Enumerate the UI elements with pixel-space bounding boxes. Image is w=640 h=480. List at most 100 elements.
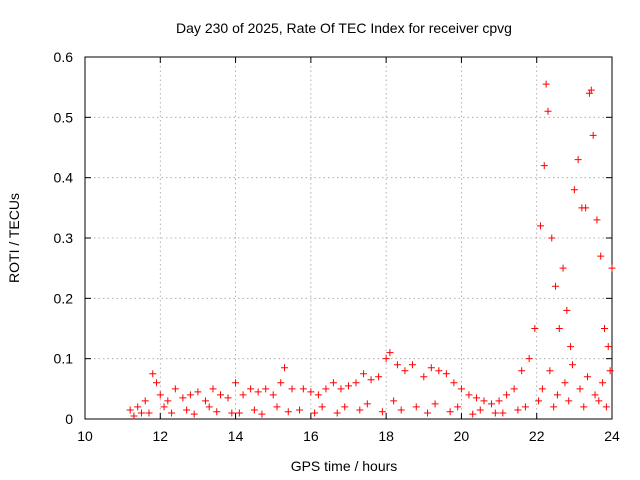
data-point (585, 89, 593, 97)
data-point (599, 379, 607, 387)
x-axis: 10 12 14 16 18 20 22 24 (77, 57, 620, 444)
data-point (360, 370, 368, 378)
data-point (600, 325, 608, 332)
data-point (544, 107, 552, 115)
data-point (247, 385, 255, 393)
data-point (606, 367, 614, 375)
data-point (608, 264, 616, 272)
data-point (503, 391, 511, 399)
data-point (141, 397, 149, 405)
data-point (228, 409, 236, 417)
data-point (194, 388, 202, 396)
data-point (232, 379, 240, 387)
data-point (258, 410, 266, 418)
y-tick-label: 0.6 (54, 49, 74, 65)
data-point (553, 391, 561, 399)
data-point (168, 409, 176, 417)
data-point (235, 409, 243, 417)
x-axis-label: GPS time / hours (291, 458, 398, 474)
data-point (190, 410, 198, 418)
data-point (393, 361, 401, 369)
data-point (536, 222, 544, 230)
y-tick-label: 0.1 (54, 351, 74, 367)
data-point (296, 406, 304, 414)
data-point (262, 385, 270, 393)
data-point (183, 406, 191, 414)
data-point (420, 373, 428, 381)
data-point (153, 379, 161, 387)
data-point (137, 409, 145, 417)
y-axis: 0 0.1 0.2 0.3 0.4 0.5 0.6 (54, 49, 612, 427)
y-tick-label: 0.5 (54, 109, 74, 125)
data-point (378, 408, 386, 416)
y-tick-label: 0.4 (54, 170, 74, 186)
data-point (568, 361, 576, 369)
data-point (576, 385, 584, 393)
x-tick-label: 24 (604, 428, 620, 444)
data-point (390, 397, 398, 405)
data-point (201, 397, 209, 405)
data-point (488, 400, 496, 408)
data-point (584, 373, 592, 381)
data-point (595, 397, 603, 405)
data-point (269, 391, 277, 399)
data-point (540, 162, 548, 170)
data-point (476, 406, 484, 414)
data-point (367, 376, 375, 384)
data-point (288, 385, 296, 393)
data-point (597, 252, 605, 260)
grid-lines (85, 57, 612, 419)
data-point (205, 403, 213, 411)
data-point (318, 403, 326, 411)
data-point (521, 403, 529, 411)
data-point (130, 412, 138, 420)
x-tick-label: 18 (378, 428, 394, 444)
data-point (345, 382, 352, 390)
data-point (341, 403, 349, 411)
data-point (179, 394, 187, 402)
data-point (495, 397, 503, 405)
data-point (442, 370, 450, 378)
data-point (217, 391, 225, 399)
data-point (277, 379, 285, 387)
data-point (397, 406, 405, 414)
data-points (126, 80, 616, 420)
data-point (427, 364, 435, 372)
data-point (134, 403, 142, 411)
data-point (375, 373, 383, 381)
data-point (542, 80, 550, 88)
data-point (450, 379, 458, 387)
data-point (602, 403, 610, 411)
y-axis-label: ROTI / TECUs (6, 193, 22, 283)
data-point (531, 325, 539, 332)
data-point (299, 385, 307, 393)
data-point (224, 394, 232, 402)
data-point (546, 367, 554, 375)
x-tick-label: 16 (303, 428, 319, 444)
data-point (408, 361, 416, 369)
y-tick-label: 0 (65, 411, 73, 427)
data-point (314, 391, 322, 399)
data-point (548, 234, 556, 242)
data-point (333, 409, 341, 417)
data-point (435, 367, 443, 375)
data-point (164, 397, 172, 405)
data-point (254, 388, 262, 396)
plot-frame (84, 56, 613, 420)
data-point (525, 355, 533, 363)
data-point (550, 403, 558, 411)
data-point (604, 343, 612, 351)
data-point (356, 406, 364, 414)
chart-title: Day 230 of 2025, Rate Of TEC Index for r… (176, 20, 512, 36)
data-point (386, 349, 394, 357)
data-point (284, 408, 292, 416)
data-point (149, 370, 157, 378)
data-point (582, 204, 590, 212)
data-point (213, 408, 221, 416)
data-point (567, 343, 575, 351)
data-point (589, 131, 597, 139)
data-point (186, 391, 194, 399)
data-point (499, 409, 507, 417)
data-point (535, 397, 543, 405)
data-point (469, 410, 477, 418)
